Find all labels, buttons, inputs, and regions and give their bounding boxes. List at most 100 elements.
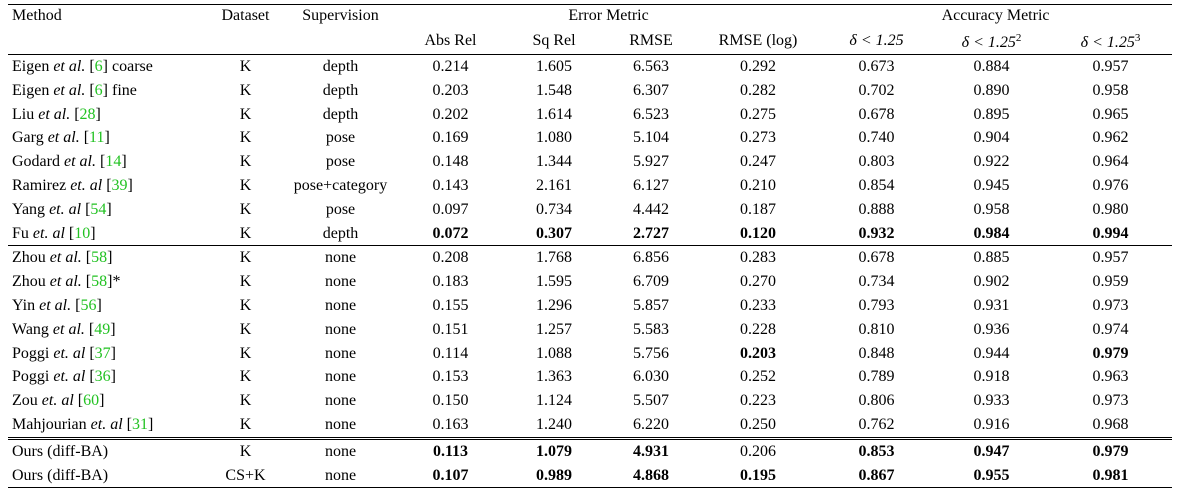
value-cell: 0.097	[432, 200, 469, 218]
citation-link[interactable]: 6	[94, 58, 103, 75]
value-cell: 0.195	[697, 463, 820, 488]
value-cell: 0.148	[432, 153, 469, 171]
method-cell: Zhou et al. [58]	[8, 245, 208, 271]
value-cell: 5.583	[633, 320, 669, 338]
dataset-cell: K	[239, 153, 252, 171]
value-cell: 0.957	[1092, 58, 1129, 75]
header-rmse-log: RMSE (log)	[697, 27, 820, 55]
method-cell: Ramirez et. al [39]	[12, 176, 133, 194]
value-cell: 0.965	[1092, 105, 1129, 123]
method-cell: Poggi et. al [36]	[12, 368, 116, 386]
citation-link[interactable]: 28	[79, 105, 96, 123]
value-cell: 0.247	[740, 153, 777, 171]
value-cell: 0.932	[858, 224, 895, 242]
value-cell: 0.968	[1092, 415, 1129, 433]
value-cell: 6.220	[633, 415, 669, 433]
value-cell: 0.702	[858, 81, 895, 99]
value-cell: 0.169	[432, 129, 469, 147]
dataset-cell: K	[239, 105, 252, 123]
value-cell: 0.113	[398, 436, 503, 464]
dataset-cell: K	[239, 81, 252, 99]
value-cell: 0.203	[432, 81, 469, 99]
value-cell: 0.962	[1092, 129, 1129, 147]
value-cell: 0.902	[973, 273, 1010, 291]
citation-link[interactable]: 11	[89, 129, 105, 147]
supervision-cell: depth	[322, 224, 359, 242]
citation-link[interactable]: 37	[94, 344, 111, 362]
citation-link[interactable]: 10	[74, 224, 91, 242]
dataset-cell: K	[239, 200, 252, 218]
value-cell: 0.273	[740, 129, 777, 147]
value-cell: 4.868	[605, 463, 697, 488]
citation-link[interactable]: 49	[94, 320, 111, 338]
value-cell: 0.793	[858, 296, 895, 314]
value-cell: 0.895	[973, 105, 1010, 123]
value-cell: 0.890	[973, 81, 1010, 99]
value-cell: 0.916	[973, 415, 1010, 433]
dataset-cell: K	[239, 58, 252, 75]
value-cell: 1.240	[536, 415, 572, 433]
value-cell: 0.979	[1049, 436, 1173, 464]
value-cell: 0.884	[973, 58, 1010, 75]
value-cell: 4.931	[605, 436, 697, 464]
value-cell: 0.283	[697, 245, 820, 271]
value-cell: 0.904	[973, 129, 1010, 147]
value-cell: 0.206	[697, 436, 820, 464]
dataset-cell: K	[208, 436, 283, 464]
value-cell: 0.789	[858, 368, 895, 386]
value-cell: 6.856	[605, 245, 697, 271]
value-cell: 0.270	[740, 273, 777, 291]
dataset-cell: K	[239, 415, 252, 433]
value-cell: 0.981	[1049, 463, 1173, 488]
value-cell: 0.143	[432, 176, 469, 194]
value-cell: 1.595	[536, 273, 572, 291]
dataset-cell: K	[239, 296, 252, 314]
citation-link[interactable]: 36	[94, 368, 111, 386]
citation-link[interactable]: 6	[94, 81, 103, 99]
supervision-cell: none	[283, 463, 398, 488]
value-cell: 2.727	[633, 224, 669, 242]
citation-link[interactable]: 60	[83, 392, 100, 410]
value-cell: 0.944	[973, 344, 1010, 362]
value-cell: 0.678	[819, 245, 935, 271]
supervision-cell: none	[324, 368, 357, 386]
value-cell: 0.214	[432, 58, 469, 75]
supervision-cell: pose	[325, 153, 356, 171]
value-cell: 0.931	[973, 296, 1010, 314]
value-cell: 0.989	[503, 463, 605, 488]
supervision-cell: depth	[322, 81, 359, 99]
value-cell: 0.803	[858, 153, 895, 171]
citation-link[interactable]: 58	[91, 273, 108, 291]
value-cell: 0.282	[740, 81, 777, 99]
value-cell: 0.973	[1092, 296, 1129, 314]
supervision-cell: pose+category	[293, 176, 388, 194]
citation-link[interactable]: 58	[91, 249, 108, 267]
value-cell: 0.888	[858, 200, 895, 218]
value-cell: 0.208	[398, 245, 503, 271]
value-cell: 1.088	[536, 344, 572, 362]
value-cell: 0.922	[973, 153, 1010, 171]
method-cell: Poggi et. al [37]	[12, 344, 116, 362]
citation-link[interactable]: 14	[105, 153, 122, 171]
value-cell: 5.857	[633, 296, 669, 314]
value-cell: 0.945	[973, 176, 1010, 194]
value-cell: 0.933	[973, 392, 1010, 410]
citation-link[interactable]: 39	[111, 176, 128, 194]
dataset-cell: K	[239, 273, 252, 291]
citation-link[interactable]: 56	[80, 296, 97, 314]
dataset-cell: CS+K	[208, 463, 283, 488]
value-cell: 0.072	[432, 224, 469, 242]
value-cell: 0.292	[740, 58, 777, 75]
citation-link[interactable]: 54	[90, 200, 107, 218]
supervision-cell: none	[324, 273, 357, 291]
citation-link[interactable]: 31	[131, 415, 148, 433]
